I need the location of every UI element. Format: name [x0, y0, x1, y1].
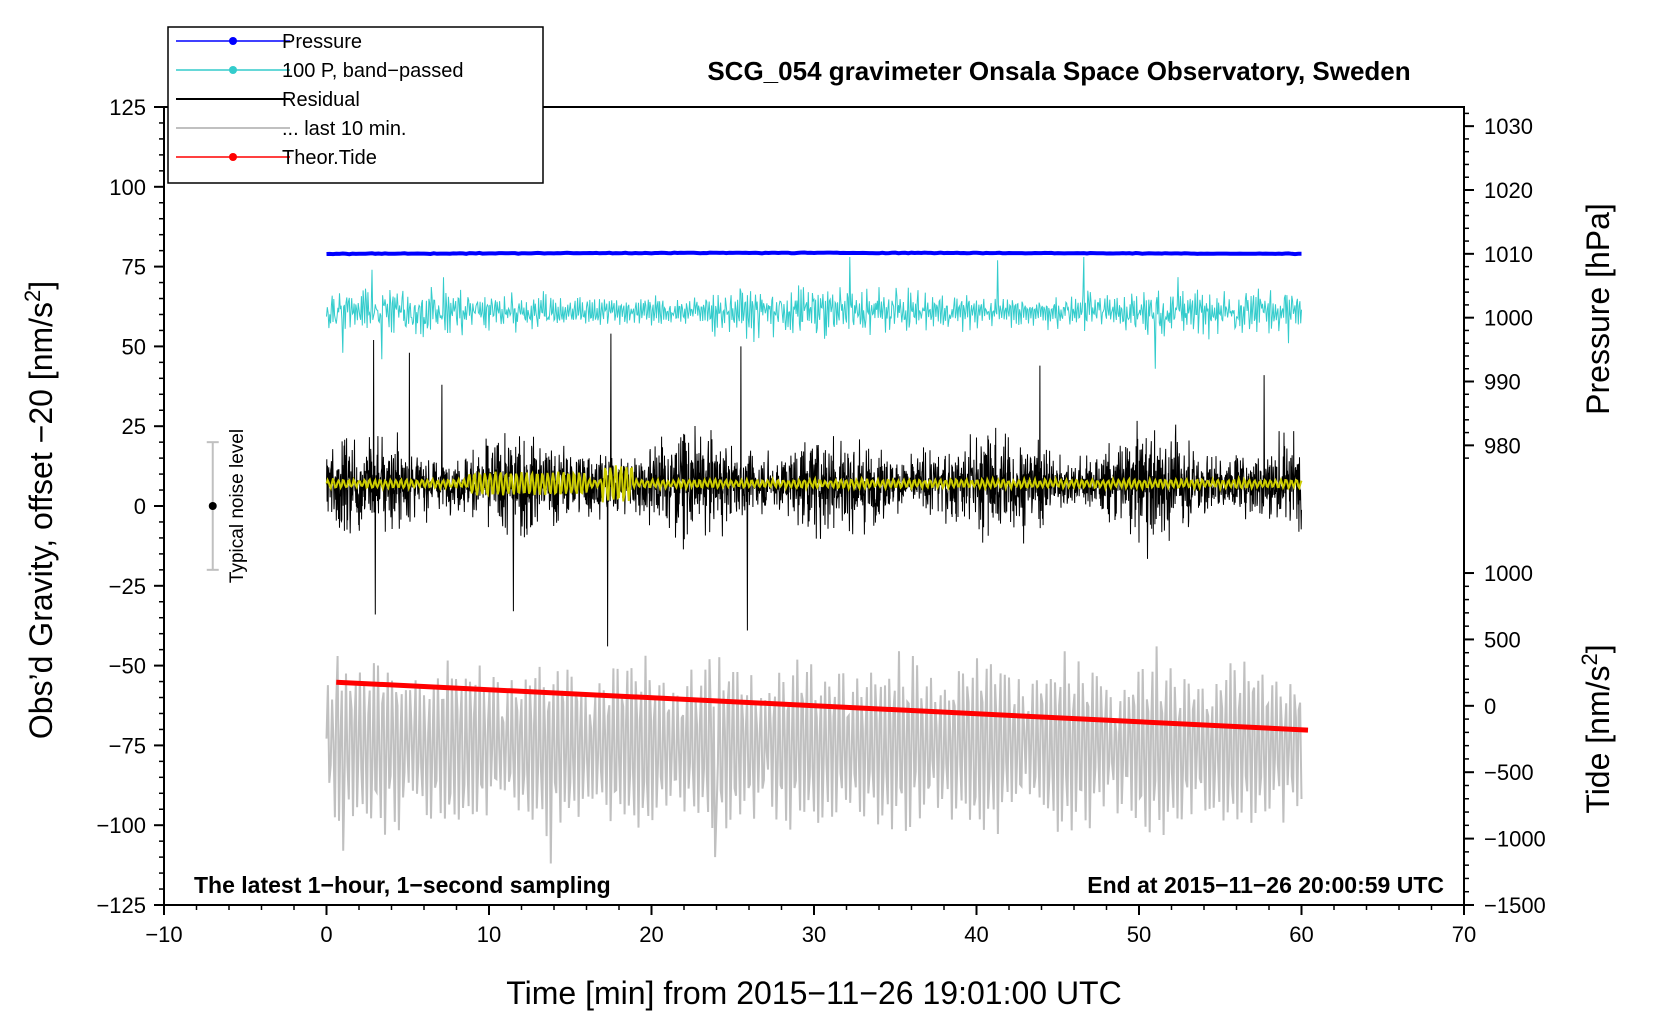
legend-label: Residual [282, 89, 360, 111]
y-tick-label: −25 [109, 574, 146, 599]
legend-marker [229, 37, 237, 45]
annotation-end-time: End at 2015−11−26 20:00:59 UTC [1087, 872, 1444, 898]
tide-tick-label: −1500 [1484, 893, 1546, 918]
y-tick-label: −100 [96, 813, 146, 838]
tide-axis-title-main: Tide [nm/s [1580, 665, 1616, 813]
x-axis-title: Time [min] from 2015−11−26 19:01:00 UTC [506, 975, 1121, 1011]
legend-label: Theor.Tide [282, 147, 377, 169]
tide-tick-label: 500 [1484, 627, 1521, 652]
x-tick-label: 20 [639, 922, 663, 947]
annotation-sampling: The latest 1−hour, 1−second sampling [194, 872, 611, 898]
legend-label: Pressure [282, 31, 362, 53]
tide-tick-label: −1000 [1484, 827, 1546, 852]
pressure-tick-label: 1000 [1484, 306, 1533, 331]
y-axis-left-ticks: 125 100 75 50 25 0 −25 −50 −75 −100 −125 [96, 95, 164, 918]
legend-label: ... last 10 min. [282, 118, 407, 140]
chart-title: SCG_054 gravimeter Onsala Space Observat… [707, 56, 1410, 86]
y-axis-left-title-sup: 2 [20, 290, 45, 302]
y-tick-label: 25 [122, 414, 146, 439]
noise-label: Typical noise level [227, 429, 248, 583]
y-axis-left-title-end: ] [23, 281, 59, 290]
y-axis-left-title-main: Obs’d Gravity, offset −20 [nm/s [23, 302, 59, 739]
legend-label: 100 P, band−passed [282, 60, 463, 82]
x-tick-label: 0 [320, 922, 332, 947]
tide-tick-label: −500 [1484, 760, 1534, 785]
series-pressure-band-passed [326, 256, 1302, 369]
x-tick-label: 30 [802, 922, 826, 947]
legend-marker [229, 66, 237, 74]
pressure-axis-ticks: 1030 1020 1010 1000 990 980 [1464, 112, 1533, 459]
x-tick-label: −10 [145, 922, 182, 947]
tide-axis-title-sup: 2 [1577, 653, 1602, 665]
pressure-axis-title: Pressure [hPa] [1580, 203, 1616, 415]
series-last-10-min [325, 646, 1303, 864]
y-tick-label: −50 [109, 654, 146, 679]
noise-dot [208, 502, 217, 510]
x-axis-ticks: −10 0 10 20 30 40 50 60 70 [145, 905, 1476, 947]
y-tick-label: 100 [109, 175, 146, 200]
x-tick-label: 50 [1127, 922, 1151, 947]
x-tick-label: 40 [964, 922, 988, 947]
x-tick-label: 60 [1289, 922, 1313, 947]
tide-tick-label: 0 [1484, 694, 1496, 719]
x-tick-label: 10 [477, 922, 501, 947]
y-tick-label: −75 [109, 733, 146, 758]
tide-tick-label: 1000 [1484, 561, 1533, 586]
pressure-tick-label: 980 [1484, 433, 1521, 458]
tide-axis-title-end: ] [1580, 644, 1616, 653]
legend: Pressure 100 P, band−passed Residual ... la… [167, 26, 544, 184]
y-tick-label: 50 [122, 334, 146, 359]
y-tick-label: −125 [96, 893, 146, 918]
legend-marker [229, 153, 237, 161]
series-layer [325, 250, 1309, 864]
series-theoretical-tide [336, 679, 1309, 733]
y-tick-label: 125 [109, 95, 146, 120]
noise-indicator: Typical noise level [206, 429, 248, 583]
series-residual [326, 333, 1302, 647]
tide-axis-title: Tide [nm/s2] [1577, 644, 1616, 813]
series-pressure [326, 250, 1302, 257]
series-filtered-residual [325, 465, 1303, 503]
y-tick-label: 0 [134, 494, 146, 519]
pressure-tick-label: 1020 [1484, 178, 1533, 203]
pressure-tick-label: 1010 [1484, 242, 1533, 267]
x-tick-label: 70 [1452, 922, 1476, 947]
pressure-tick-label: 990 [1484, 370, 1521, 395]
y-axis-left-title: Obs’d Gravity, offset −20 [nm/s2] [20, 281, 59, 739]
tide-axis-ticks: 1000 500 0 −500 −1000 −1500 [1464, 561, 1546, 918]
y-tick-label: 75 [122, 255, 146, 280]
pressure-tick-label: 1030 [1484, 114, 1533, 139]
